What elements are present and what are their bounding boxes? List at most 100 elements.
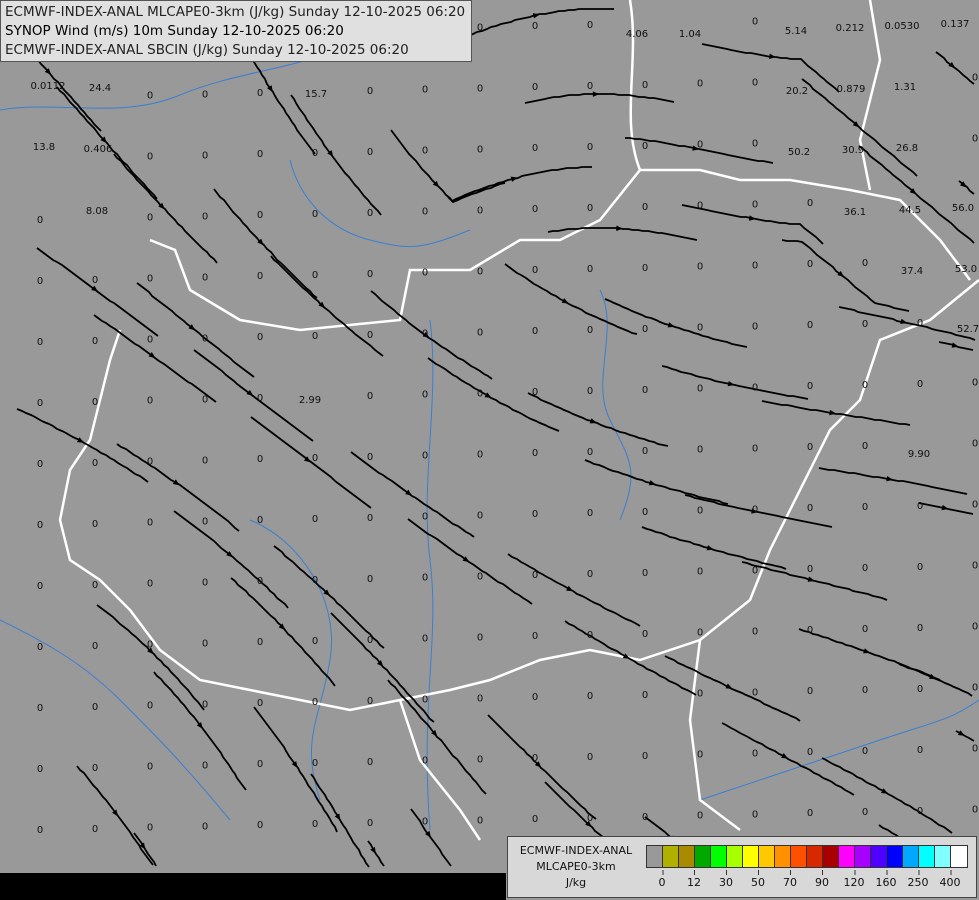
- value-label: 0: [257, 637, 263, 648]
- streamline: [96, 604, 205, 711]
- streamline: [818, 467, 968, 495]
- streamline-arrow-icon: [226, 551, 233, 558]
- streamline-arrow-icon: [566, 585, 574, 592]
- streamline-arrow-icon: [829, 409, 836, 416]
- header-mlcape-line: ECMWF-INDEX-ANAL MLCAPE0-3km (J/kg) Sund…: [5, 4, 466, 20]
- streamline: [93, 314, 217, 403]
- streamline: [370, 290, 493, 380]
- streamline: [410, 808, 452, 867]
- value-label: 0: [147, 152, 153, 163]
- value-label: 0: [312, 148, 318, 159]
- value-label: 0: [312, 331, 318, 342]
- value-label: 0: [752, 443, 758, 454]
- value-label: 0: [807, 503, 813, 514]
- value-label: 0: [587, 508, 593, 519]
- streamline: [684, 494, 833, 528]
- value-label: 0: [972, 134, 978, 145]
- value-label: 0: [37, 703, 43, 714]
- value-label: 0: [422, 146, 428, 157]
- value-label: 0: [752, 382, 758, 393]
- value-label: 0: [807, 259, 813, 270]
- streamline-arrow-icon: [561, 298, 569, 304]
- value-label: 0: [477, 22, 483, 33]
- value-label: 0: [147, 335, 153, 346]
- value-label: 0: [587, 752, 593, 763]
- value-label: 0: [367, 513, 373, 524]
- value-label: 4.06: [626, 29, 648, 40]
- value-label: 0: [587, 20, 593, 31]
- streamline: [253, 706, 338, 833]
- streamline: [16, 408, 149, 483]
- value-label: 0: [147, 823, 153, 834]
- value-label: 0: [477, 449, 483, 460]
- streamline: [507, 553, 641, 627]
- streamline: [661, 365, 809, 400]
- value-label: 0: [642, 263, 648, 274]
- value-label: 0: [532, 82, 538, 93]
- value-label: 13.8: [33, 142, 55, 153]
- value-label: 0: [587, 447, 593, 458]
- value-label: 0: [257, 393, 263, 404]
- streamline: [407, 518, 533, 605]
- value-label: 0: [92, 763, 98, 774]
- streamline-arrow-icon: [327, 150, 334, 157]
- value-label: 0: [257, 210, 263, 221]
- legend-swatch: [695, 846, 711, 867]
- streamline: [821, 757, 953, 834]
- value-label: 0: [587, 325, 593, 336]
- value-label: 0: [752, 260, 758, 271]
- streamline: [310, 773, 370, 868]
- value-label: 0: [642, 80, 648, 91]
- streamline-arrow-icon: [267, 85, 273, 93]
- streamline-arrow-icon: [246, 389, 254, 396]
- value-label: 0: [862, 502, 868, 513]
- value-label: 0: [367, 818, 373, 829]
- value-label: 0: [147, 213, 153, 224]
- value-label: 56.0: [952, 203, 974, 214]
- value-label: 0: [367, 696, 373, 707]
- streamline: [625, 137, 774, 164]
- value-label: 0: [532, 326, 538, 337]
- legend-title: ECMWF-INDEX-ANAL MLCAPE0-3km J/kg: [512, 843, 640, 891]
- value-label: 0: [367, 208, 373, 219]
- value-label: 0: [202, 455, 208, 466]
- legend-swatch: [759, 846, 775, 867]
- value-label: 0: [807, 198, 813, 209]
- value-label: 0: [917, 623, 923, 634]
- value-label: 0: [972, 73, 978, 84]
- value-label: 0: [92, 824, 98, 835]
- streamline: [76, 765, 154, 866]
- value-label: 0: [312, 270, 318, 281]
- legend-ticks: 0 12 30 50 70 90 120 160 250 400: [646, 870, 976, 892]
- value-label: 0: [807, 686, 813, 697]
- streamline: [116, 443, 240, 532]
- streamline-arrow-icon: [196, 722, 203, 729]
- streamline-arrow-icon: [278, 623, 286, 631]
- value-label: 0: [202, 394, 208, 405]
- value-label: 0: [92, 519, 98, 530]
- value-label: 0: [477, 388, 483, 399]
- legend-swatches: [646, 845, 968, 868]
- value-label: 0.0112: [31, 81, 66, 92]
- legend-swatch: [855, 846, 871, 867]
- streamline-arrow-icon: [781, 753, 789, 759]
- value-label: 0: [642, 812, 648, 823]
- value-label: 0: [92, 397, 98, 408]
- value-label: 0: [917, 562, 923, 573]
- value-label: 0: [862, 441, 868, 452]
- streamline-arrow-icon: [112, 809, 119, 817]
- streamline-arrow-icon: [462, 556, 470, 563]
- value-label: 0: [697, 811, 703, 822]
- streamline: [467, 8, 614, 37]
- value-label: 0: [752, 16, 758, 27]
- legend-parameter: MLCAPE0-3km: [536, 860, 616, 873]
- value-label: 0: [532, 204, 538, 215]
- value-label: 0: [257, 88, 263, 99]
- legend-swatch: [775, 846, 791, 867]
- legend-tick: 30: [719, 870, 733, 889]
- streamline: [664, 655, 801, 722]
- value-label: 0: [147, 518, 153, 529]
- value-label: 0: [422, 329, 428, 340]
- streamline: [504, 263, 638, 335]
- streamline-arrow-icon: [431, 729, 438, 737]
